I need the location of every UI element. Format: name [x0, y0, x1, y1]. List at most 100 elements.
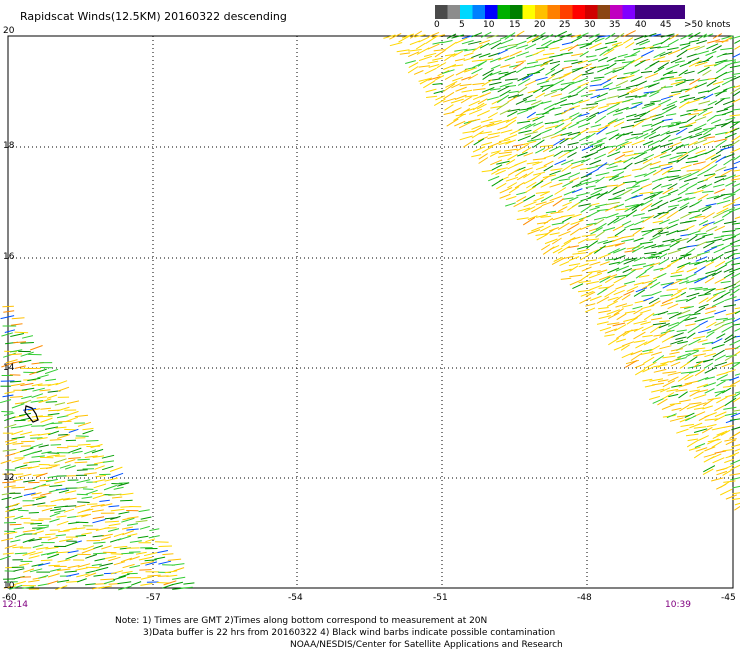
wind-barb [693, 139, 708, 145]
wind-barb [77, 501, 90, 503]
wind-barb [633, 331, 646, 340]
wind-barb [651, 290, 662, 296]
wind-barb [706, 164, 718, 172]
wind-barb [21, 395, 32, 400]
wind-barb [596, 92, 608, 99]
wind-barb [37, 432, 51, 436]
wind-barb [598, 286, 610, 289]
wind-barb [383, 34, 396, 39]
wind-barb [113, 575, 126, 581]
wind-barb [471, 53, 482, 59]
wind-barb [497, 167, 508, 171]
wind-barb [589, 261, 601, 266]
wind-barb [693, 451, 704, 459]
wind-barb [661, 147, 673, 154]
wind-barb [539, 225, 551, 232]
wind-barb [704, 64, 718, 67]
wind-barb [491, 164, 503, 171]
wind-barb [531, 225, 544, 232]
wind-barb [542, 107, 555, 116]
wind-barb [507, 43, 518, 47]
wind-barb [56, 520, 69, 526]
wind-barb [463, 140, 474, 148]
wind-barb [77, 421, 92, 427]
wind-barb [81, 508, 94, 512]
wind-barb [444, 41, 457, 51]
wind-barb [648, 82, 660, 88]
wind-barb [734, 391, 740, 394]
wind-barb [680, 164, 692, 170]
wind-barb [686, 53, 697, 58]
wind-barb [496, 160, 510, 165]
wind-barb [476, 103, 487, 110]
wind-barb [669, 241, 680, 248]
wind-barb [568, 256, 580, 261]
wind-barb [522, 94, 533, 100]
wind-barb [608, 86, 621, 91]
wind-barb [554, 127, 567, 135]
wind-barb [676, 278, 688, 281]
wind-barb [734, 310, 740, 315]
wind-barb [688, 446, 701, 451]
wind-barb [622, 150, 634, 154]
wind-barb [734, 345, 740, 350]
wind-barb [644, 251, 657, 255]
wind-barb [0, 399, 12, 404]
wind-barb [615, 284, 627, 290]
wind-barb [509, 50, 522, 57]
wind-barb [652, 56, 666, 61]
wind-barb [680, 423, 694, 427]
wind-barb [482, 69, 495, 77]
wind-barb [688, 57, 700, 64]
wind-barb [171, 581, 184, 586]
wind-barb [657, 398, 668, 406]
wind-barb [443, 111, 455, 115]
wind-barb [82, 429, 94, 435]
wind-barb [666, 288, 679, 291]
wind-barb [455, 68, 469, 76]
wind-barb [666, 258, 680, 267]
wind-barb [616, 214, 630, 218]
wind-barb [74, 504, 86, 508]
wind-barb [81, 496, 93, 499]
wind-barb [444, 53, 456, 62]
wind-barb [639, 110, 651, 118]
wind-barb [577, 289, 591, 293]
wind-barb [711, 119, 722, 125]
wind-barb [581, 234, 596, 237]
wind-barb [669, 76, 682, 80]
wind-barb [631, 101, 643, 105]
wind-barb [54, 402, 66, 406]
wind-barb [668, 312, 682, 320]
wind-barb [684, 84, 698, 93]
wind-barb [18, 359, 32, 364]
wind-barb [698, 100, 711, 105]
wind-barb [729, 473, 740, 476]
wind-barb [675, 389, 688, 392]
wind-barb [712, 432, 725, 440]
wind-barb [443, 91, 455, 100]
wind-barb [684, 79, 695, 82]
wind-barb [594, 218, 605, 226]
wind-barb [436, 62, 447, 69]
wind-barb [74, 414, 89, 418]
wind-barb [111, 483, 123, 485]
wind-barb [585, 185, 596, 189]
wind-barb [635, 38, 649, 45]
wind-barb [696, 184, 707, 190]
wind-barb [661, 403, 675, 410]
wind-barb [666, 175, 680, 178]
wind-barb [119, 492, 134, 496]
wind-barb [703, 382, 716, 388]
wind-barb [550, 211, 564, 214]
wind-barb [535, 165, 547, 171]
wind-barb [640, 216, 652, 219]
wind-barb [154, 541, 169, 543]
scale-swatch-1 [460, 5, 485, 19]
wind-barb [597, 109, 608, 115]
wind-barb [661, 167, 674, 176]
wind-barb [698, 303, 709, 309]
wind-barb [648, 278, 658, 286]
wind-barb [668, 92, 681, 97]
wind-barb [596, 269, 608, 274]
